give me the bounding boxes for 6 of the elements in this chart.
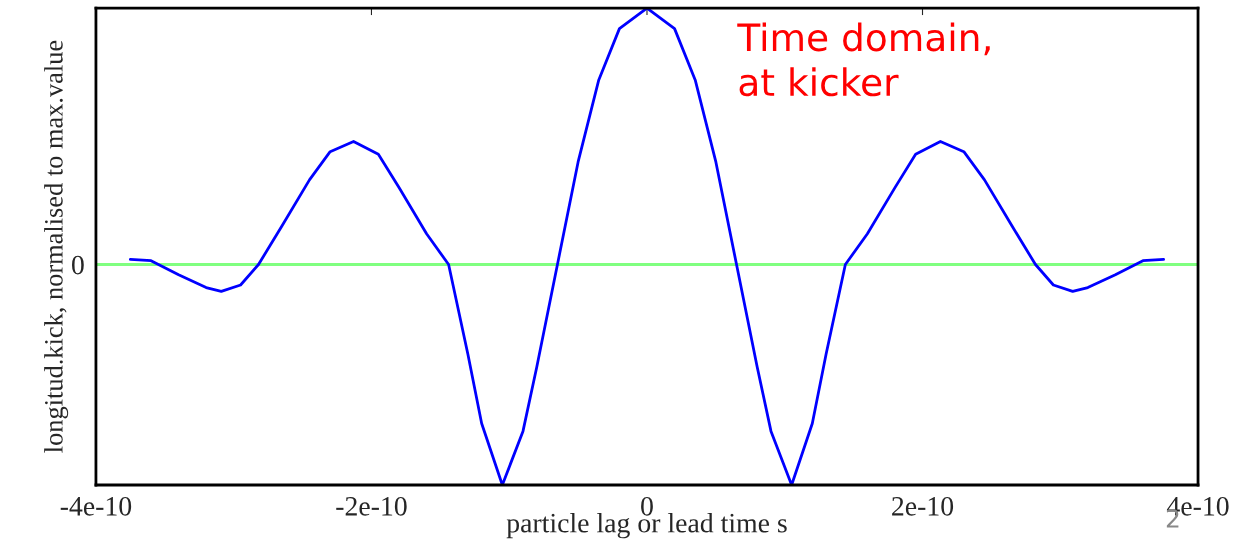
- y-axis-title: longitud.kick, normalised to max.value: [44, 40, 69, 453]
- annotation: Time domain, at kicker: [737, 22, 990, 97]
- x-tick-label: -4e-10: [60, 496, 132, 516]
- ref-line-label: 0: [72, 255, 84, 275]
- x-tick-label: 2e-10: [892, 496, 954, 516]
- x-tick-label: -2e-10: [336, 496, 407, 516]
